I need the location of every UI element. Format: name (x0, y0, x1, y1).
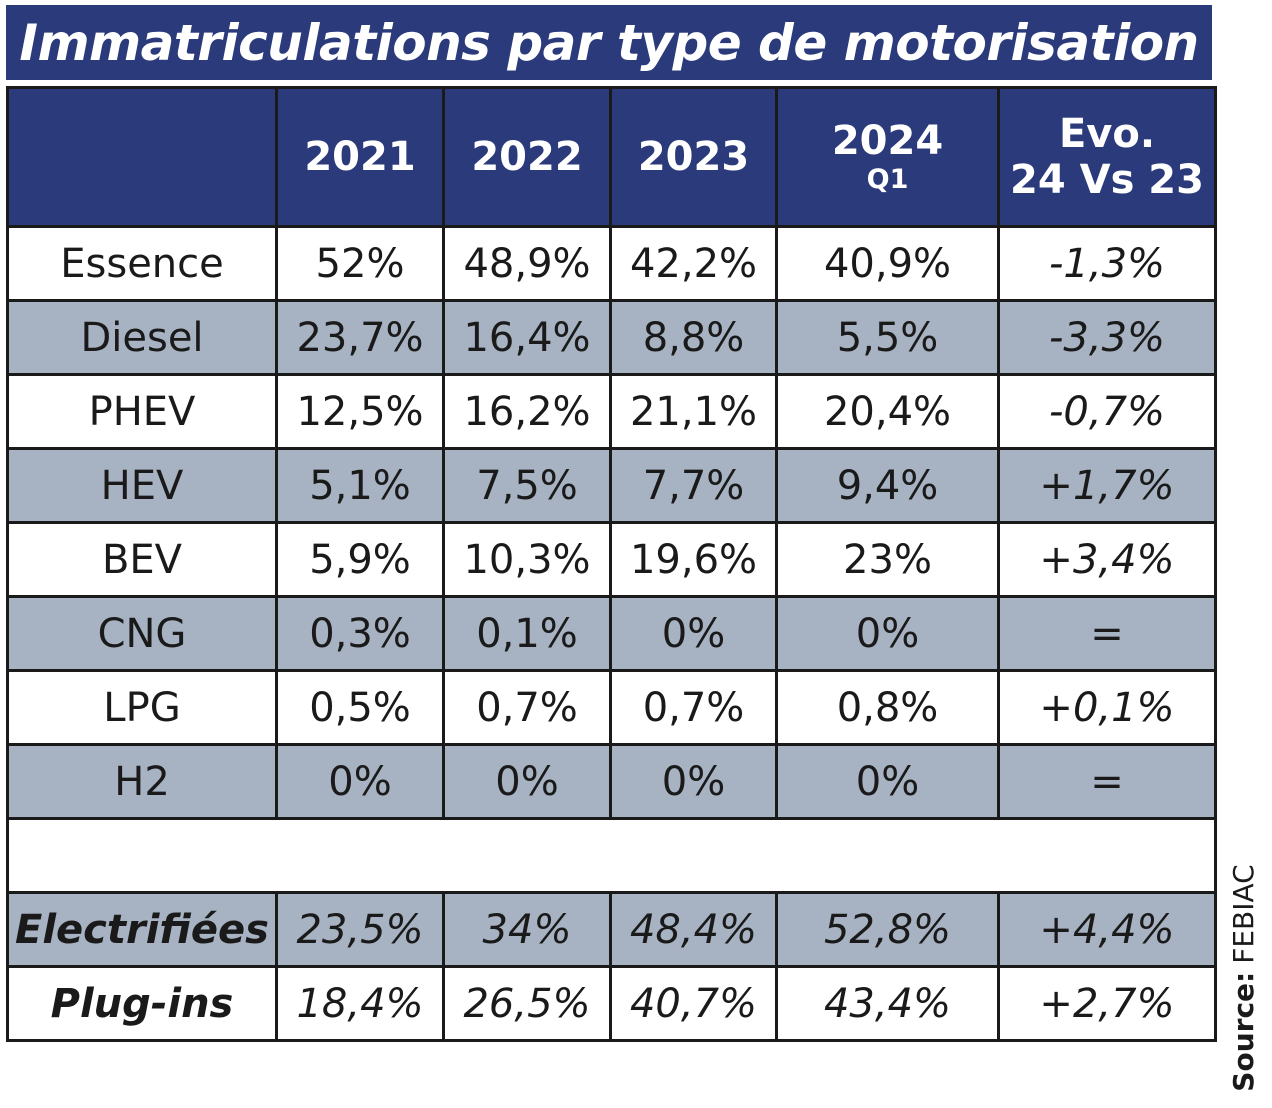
value-cell: 5,5% (775, 299, 1000, 376)
table-row: PHEV 12,5% 16,2% 21,1% 20,4% -0,7% (6, 373, 1217, 450)
table-title: Immatriculations par type de motorisatio… (6, 5, 1212, 80)
row-label: Essence (6, 225, 278, 302)
column-header: Evo. 24 Vs 23 (997, 86, 1217, 228)
value-cell: 0,7% (609, 669, 778, 746)
value-cell: 16,2% (442, 373, 612, 450)
value-cell: 23,7% (275, 299, 445, 376)
value-cell: 0% (609, 595, 778, 672)
column-header: 2022 (442, 86, 612, 228)
evolution-cell: +2,7% (997, 965, 1217, 1042)
column-header-main: 2024 (831, 118, 944, 165)
row-label: PHEV (6, 373, 278, 450)
column-header: 2021 (275, 86, 445, 228)
spacer-cell (6, 817, 1217, 894)
value-cell: 40,9% (775, 225, 1000, 302)
registrations-table: 2021 2022 2023 2024 Q1 Evo. 24 Vs 23 Essence 52… (6, 86, 1217, 1042)
value-cell: 0% (275, 743, 445, 820)
evolution-cell: = (997, 595, 1217, 672)
value-cell: 9,4% (775, 447, 1000, 524)
column-header: 2024 Q1 (775, 86, 1000, 228)
value-cell: 10,3% (442, 521, 612, 598)
value-cell: 42,2% (609, 225, 778, 302)
evolution-cell: -0,7% (997, 373, 1217, 450)
value-cell: 0,5% (275, 669, 445, 746)
value-cell: 52% (275, 225, 445, 302)
column-header-main: 2022 (471, 134, 583, 180)
value-cell: 20,4% (775, 373, 1000, 450)
row-label: BEV (6, 521, 278, 598)
value-cell: 0% (442, 743, 612, 820)
value-cell: 0% (775, 595, 1000, 672)
value-cell: 18,4% (275, 965, 445, 1042)
table-row: HEV 5,1% 7,5% 7,7% 9,4% +1,7% (6, 447, 1217, 524)
value-cell: 43,4% (775, 965, 1000, 1042)
table-row: Electrifiées 23,5% 34% 48,4% 52,8% +4,4% (6, 891, 1217, 968)
value-cell: 48,9% (442, 225, 612, 302)
header-corner (6, 86, 278, 228)
column-header-main: 2023 (637, 134, 750, 180)
value-cell: 40,7% (609, 965, 778, 1042)
column-header-sub: 24 Vs 23 (1010, 157, 1204, 203)
column-header-sub: Q1 (866, 164, 909, 196)
evolution-cell: +3,4% (997, 521, 1217, 598)
value-cell: 0% (609, 743, 778, 820)
table-row: Plug-ins 18,4% 26,5% 40,7% 43,4% +2,7% (6, 965, 1217, 1042)
value-cell: 23,5% (275, 891, 445, 968)
value-cell: 0,7% (442, 669, 612, 746)
row-label: HEV (6, 447, 278, 524)
row-label: Plug-ins (6, 965, 278, 1042)
value-cell: 5,9% (275, 521, 445, 598)
evolution-cell: -3,3% (997, 299, 1217, 376)
value-cell: 12,5% (275, 373, 445, 450)
column-header-main: 2021 (304, 134, 416, 180)
value-cell: 19,6% (609, 521, 778, 598)
row-label: CNG (6, 595, 278, 672)
value-cell: 16,4% (442, 299, 612, 376)
table-row: Essence 52% 48,9% 42,2% 40,9% -1,3% (6, 225, 1217, 302)
evolution-cell: +0,1% (997, 669, 1217, 746)
source-value: FEBIAC (1226, 864, 1260, 964)
row-label: Diesel (6, 299, 278, 376)
header-row: 2021 2022 2023 2024 Q1 Evo. 24 Vs 23 (6, 86, 1217, 228)
table-row: LPG 0,5% 0,7% 0,7% 0,8% +0,1% (6, 669, 1217, 746)
value-cell: 0,3% (275, 595, 445, 672)
spacer-row (6, 817, 1217, 894)
value-cell: 7,5% (442, 447, 612, 524)
row-label: Electrifiées (6, 891, 278, 968)
value-cell: 8,8% (609, 299, 778, 376)
source-label: Source: (1226, 971, 1260, 1092)
table-row: H2 0% 0% 0% 0% = (6, 743, 1217, 820)
table-row: Diesel 23,7% 16,4% 8,8% 5,5% -3,3% (6, 299, 1217, 376)
row-label: H2 (6, 743, 278, 820)
value-cell: 0% (775, 743, 1000, 820)
value-cell: 5,1% (275, 447, 445, 524)
value-cell: 0,1% (442, 595, 612, 672)
source-note: Source: FEBIAC (1215, 864, 1271, 1091)
table-row: CNG 0,3% 0,1% 0% 0% = (6, 595, 1217, 672)
value-cell: 26,5% (442, 965, 612, 1042)
row-label: LPG (6, 669, 278, 746)
evolution-cell: -1,3% (997, 225, 1217, 302)
value-cell: 52,8% (775, 891, 1000, 968)
value-cell: 21,1% (609, 373, 778, 450)
value-cell: 48,4% (609, 891, 778, 968)
evolution-cell: +1,7% (997, 447, 1217, 524)
value-cell: 7,7% (609, 447, 778, 524)
value-cell: 23% (775, 521, 1000, 598)
evolution-cell: = (997, 743, 1217, 820)
table-row: BEV 5,9% 10,3% 19,6% 23% +3,4% (6, 521, 1217, 598)
value-cell: 34% (442, 891, 612, 968)
evolution-cell: +4,4% (997, 891, 1217, 968)
value-cell: 0,8% (775, 669, 1000, 746)
column-header-main: Evo. (1058, 111, 1156, 157)
column-header: 2023 (609, 86, 778, 228)
